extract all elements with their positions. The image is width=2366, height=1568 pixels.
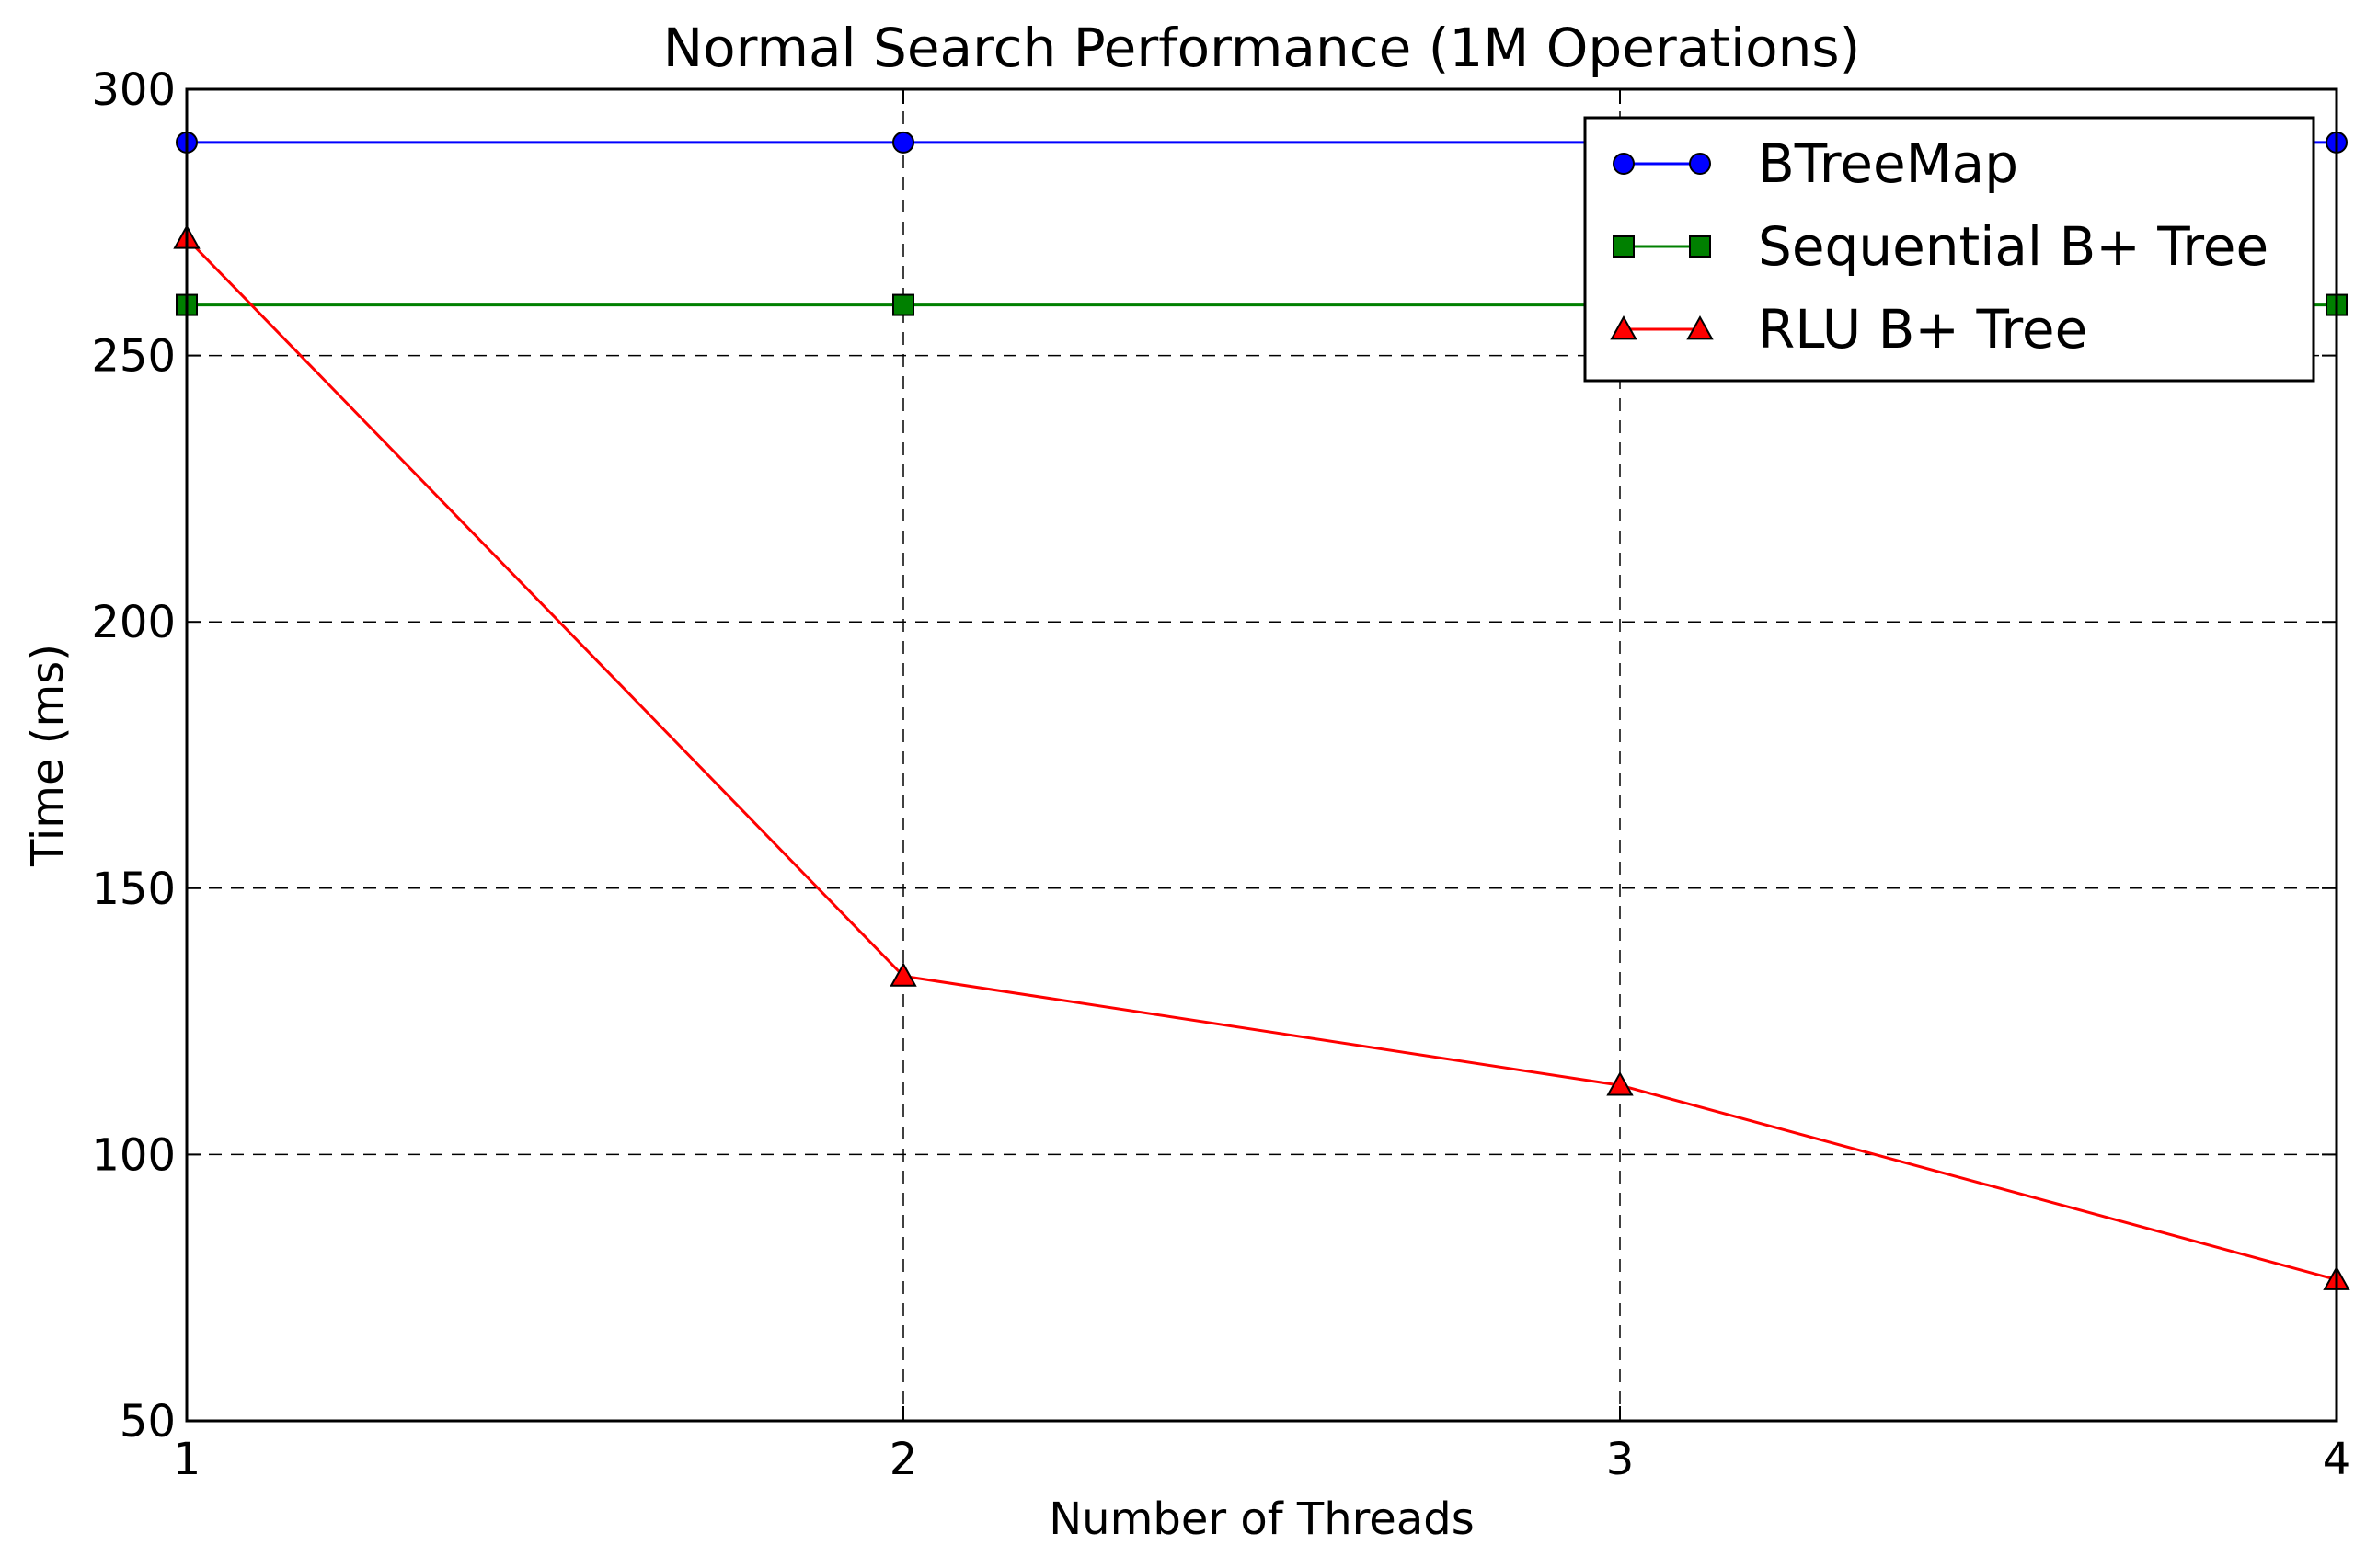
legend-label: BTreeMap [1758,132,2018,195]
legend-marker [1689,235,1711,258]
legend-marker [1613,153,1635,175]
plot-frame [185,87,2338,1423]
series-rlu-b-tree [173,224,2350,1290]
y-tick-label: 200 [91,597,176,648]
legend-label: Sequential B+ Tree [1758,215,2268,278]
y-tick-label: 50 [120,1396,176,1448]
ticks: 1 2 3 4 50 100 150 200 250 300 [91,64,2350,1485]
data-point [892,131,914,154]
y-tick-label: 150 [91,864,176,915]
legend-label: RLU B+ Tree [1758,298,2087,361]
x-axis-label: Number of Threads [1049,1494,1474,1545]
y-tick-label: 250 [91,331,176,383]
data-point [1606,1071,1634,1096]
x-tick-label: 3 [1606,1434,1635,1485]
y-tick-label: 300 [91,64,176,116]
legend-marker [1686,315,1714,340]
legend-marker [1610,315,1637,340]
data-point [890,962,917,987]
legend-item: BTreeMap [1613,132,2018,195]
y-tick-label: 100 [91,1129,176,1181]
legend: BTreeMap Sequential B+ Tree RLU B+ Tree [1583,116,2315,383]
legend-item: RLU B+ Tree [1610,298,2087,361]
series-line [185,237,2337,1281]
data-point [892,293,914,316]
chart-title: Normal Search Performance (1M Operations… [663,17,1860,79]
x-tick-label: 2 [890,1434,918,1485]
legend-marker [1689,153,1711,175]
y-axis-label: Time (ms) [22,644,74,867]
x-tick-label: 1 [173,1434,201,1485]
x-tick-label: 4 [2323,1434,2351,1485]
legend-item: Sequential B+ Tree [1613,215,2268,278]
legend-marker [1613,235,1635,258]
